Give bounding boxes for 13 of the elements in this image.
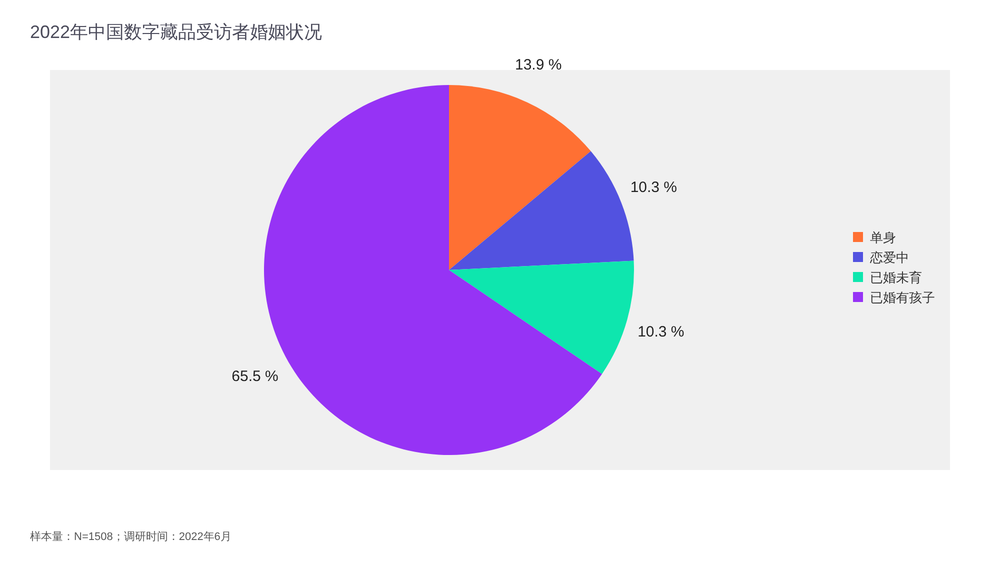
legend-label: 单身 (870, 230, 896, 245)
pie-slice (449, 85, 591, 270)
data-label: 10.3 % (638, 323, 684, 340)
text: 样本量：N=1508；调研时间：2022年6月 (30, 530, 232, 543)
data-label: 65.5 % (232, 368, 278, 386)
pie-slice (449, 260, 634, 374)
pie-slice (264, 85, 602, 455)
chart-title: 2022年中国数字藏品受访者婚姻状况 (30, 22, 322, 42)
data-label: 13.9 % (515, 56, 562, 74)
data-label: 10.3 % (630, 179, 678, 196)
legend-label: 恋爱中 (869, 250, 909, 265)
legend-label: 已婚有孩子 (870, 290, 935, 305)
legend-label: 已婚未育 (870, 270, 922, 285)
